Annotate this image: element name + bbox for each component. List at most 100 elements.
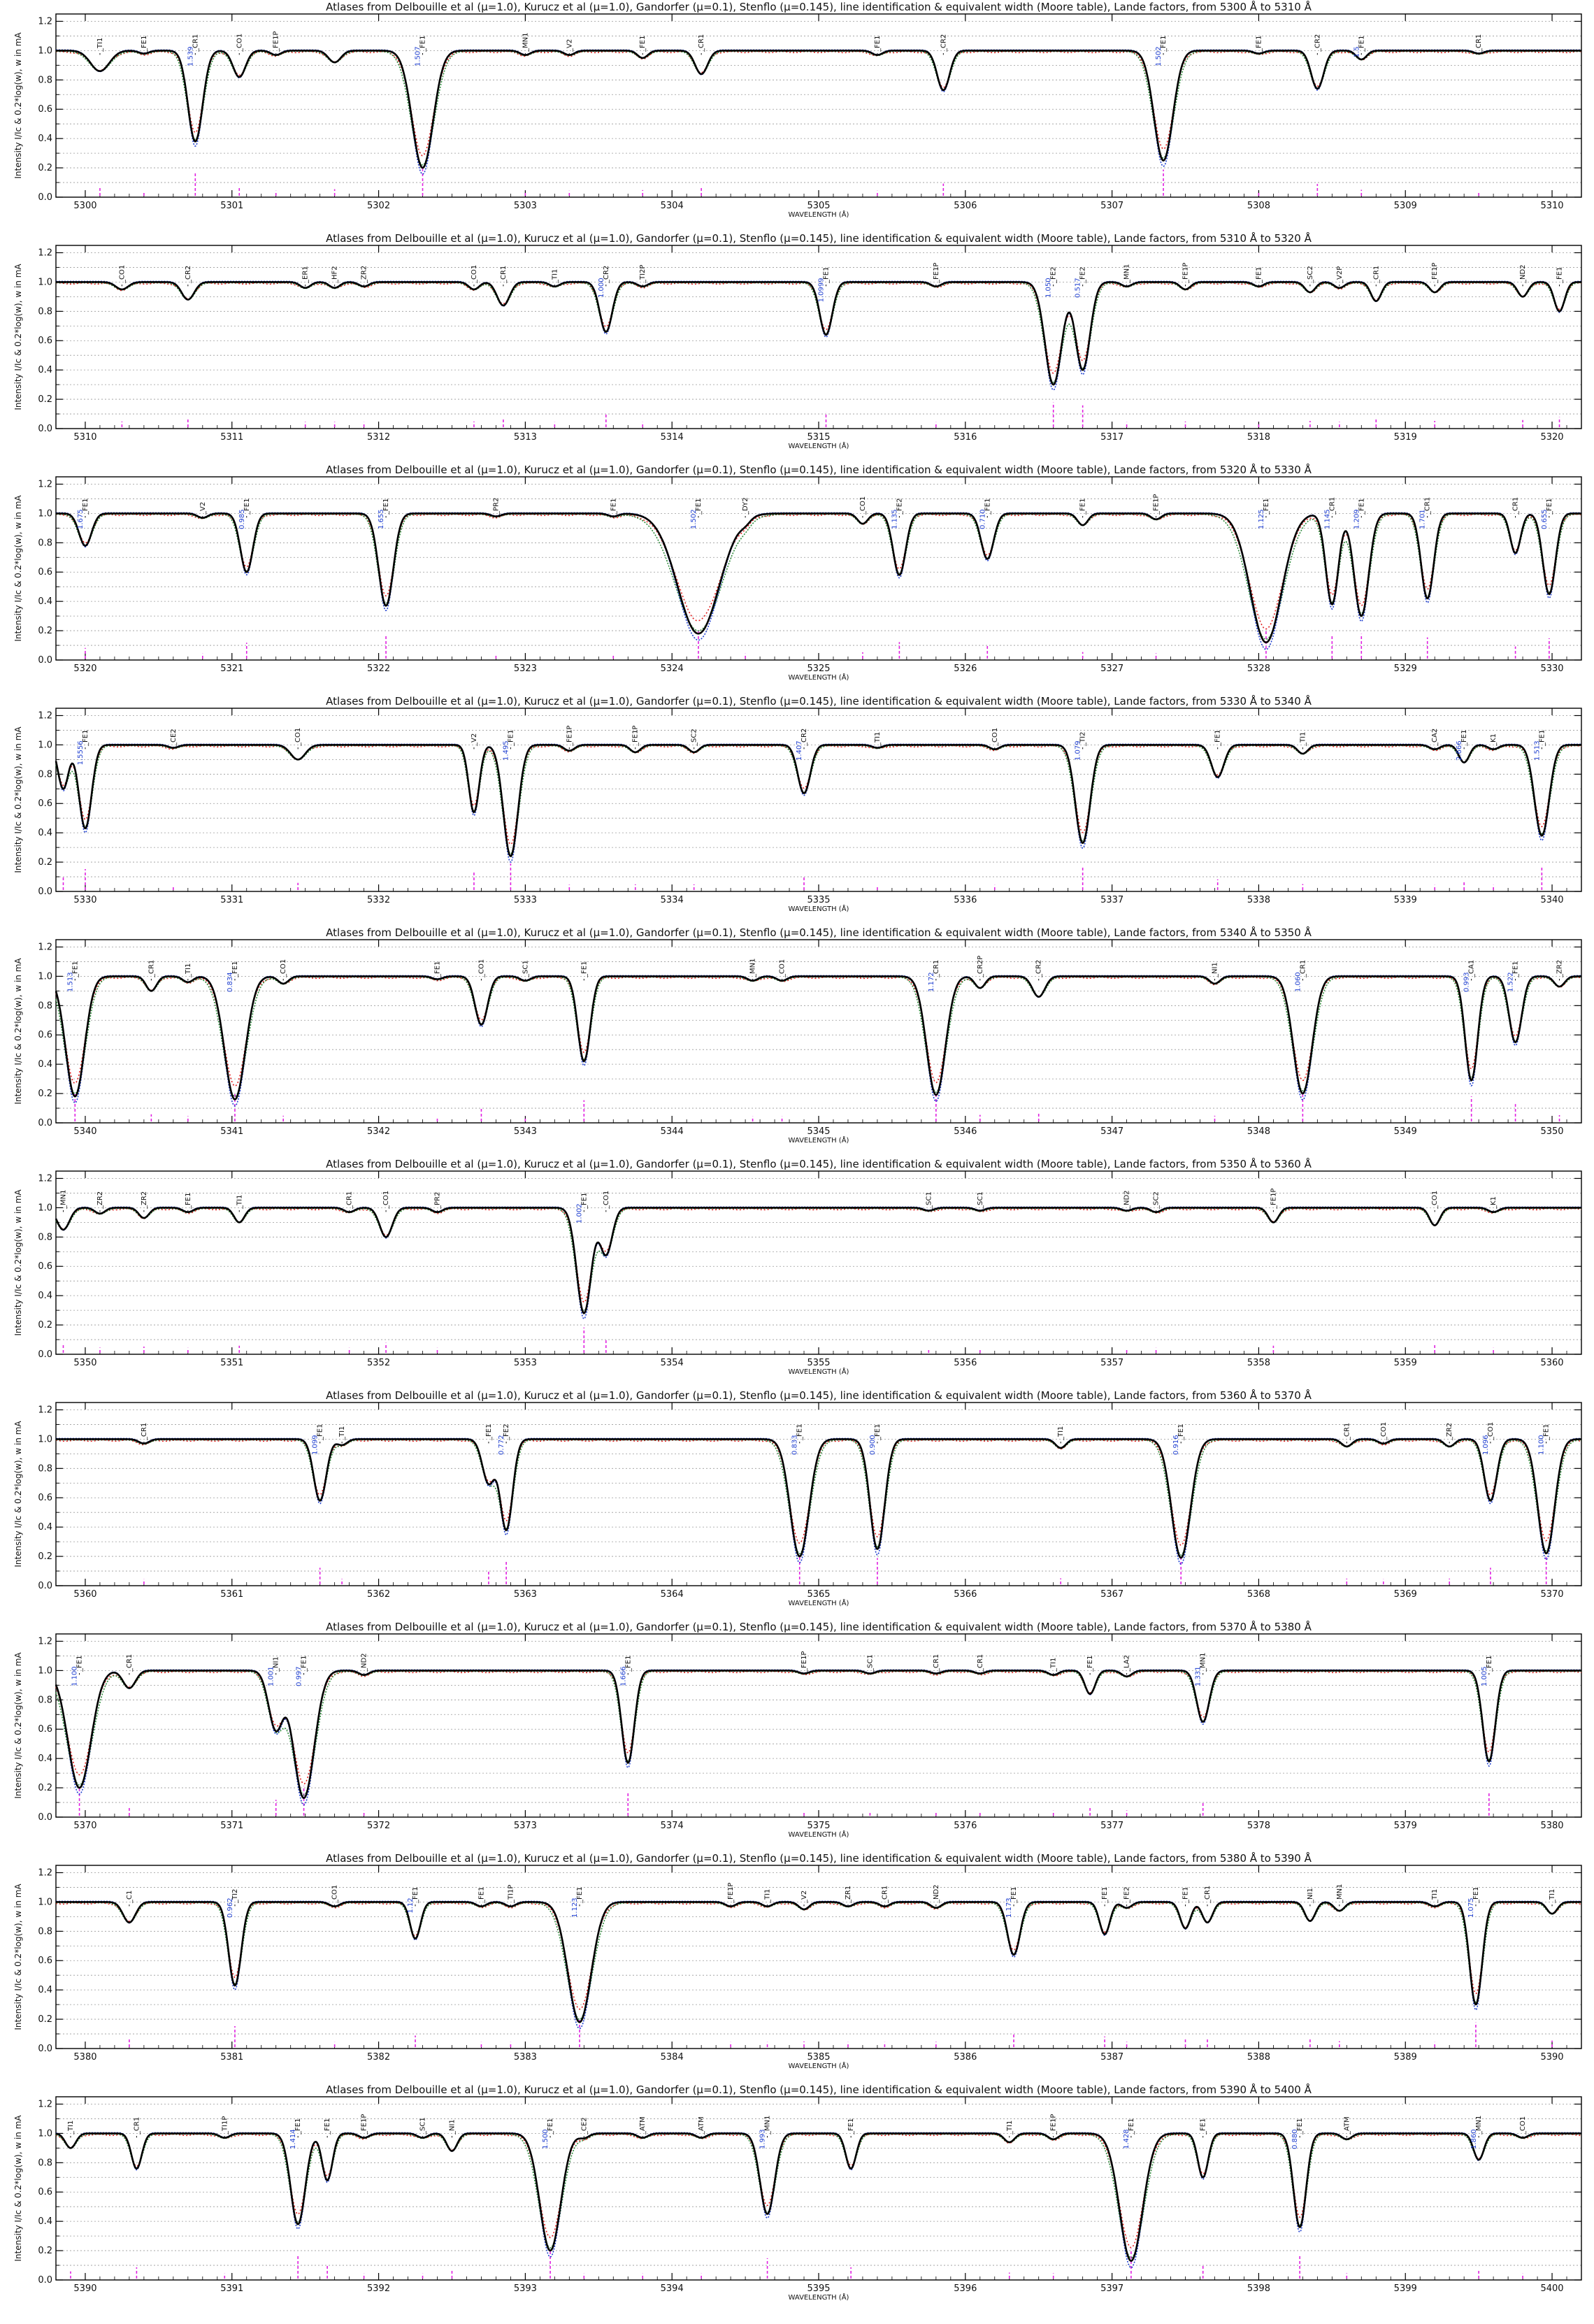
x-tick-label: 5374 (661, 1821, 684, 1831)
x-tick-label: 5380 (1540, 1821, 1563, 1831)
lande-factor-label: 1.414 (289, 2129, 297, 2149)
panel-title: Atlases from Delbouille et al (μ=1.0), K… (326, 694, 1312, 708)
x-tick-label: 5397 (1100, 2283, 1123, 2294)
panel-title: Atlases from Delbouille et al (μ=1.0), K… (326, 1157, 1312, 1170)
line-id-label: _FE1 (580, 961, 588, 978)
line-id-label: _MN1 (59, 1190, 67, 1210)
y-tick-label: 0.6 (38, 1261, 52, 1272)
series-gandorfer (55, 1670, 1581, 1796)
y-tick-label: 0.0 (38, 1581, 52, 1591)
lande-factor-label: 1.123 (571, 1898, 579, 1918)
x-tick-label: 5393 (514, 2283, 537, 2294)
series-gandorfer (56, 1902, 1581, 2021)
x-tick-label: 5304 (661, 201, 684, 211)
line-id-label: _CR1 (881, 1886, 889, 1904)
series-stenflo (55, 1207, 1582, 1303)
line-id-label: _FE1 (1214, 730, 1222, 747)
line-id-label: _FE1 (1079, 498, 1087, 515)
plot-frame (55, 245, 1582, 429)
y-tick-label: 0.2 (38, 1551, 52, 1562)
series-gandorfer (56, 1439, 1581, 1556)
x-tick-label: 5316 (954, 432, 977, 443)
x-tick-label: 5338 (1247, 895, 1270, 905)
y-tick-label: 0.4 (38, 596, 52, 607)
x-tick-label: 5363 (514, 1589, 537, 1600)
lande-factor-label: 1.005 (1481, 1666, 1488, 1686)
lande-factor-label: 1.125 (1258, 509, 1265, 529)
lande-factor-label: 1.002 (575, 1203, 583, 1224)
y-tick-label: 0.2 (38, 394, 52, 405)
series-kurucz (56, 1437, 1581, 1565)
x-tick-label: 5322 (367, 664, 390, 674)
line-id-label: _CR1 (933, 960, 940, 978)
line-id-label: _FE1 (547, 2118, 554, 2135)
series-stenflo (55, 745, 1582, 845)
x-tick-label: 5320 (1540, 432, 1563, 443)
lande-factor-label: 1.701 (1419, 509, 1427, 529)
line-id-label: _FE1 (1086, 1656, 1094, 1672)
x-tick-label: 5346 (954, 1126, 977, 1137)
line-id-label: _FE1 (243, 498, 251, 515)
line-id-label: _TI1 (1057, 1426, 1065, 1441)
line-id-label: _CR1 (1424, 497, 1432, 515)
line-id-label: _SC1 (522, 960, 529, 978)
lande-factor-label: 1.173 (1005, 1898, 1013, 1918)
x-tick-label: 5311 (220, 432, 243, 443)
line-id-label: _ZR2 (141, 1191, 148, 1210)
x-axis-label: WAVELENGTH (Å) (789, 673, 849, 682)
line-id-label: _CR2 (1314, 34, 1321, 52)
x-tick-label: 5334 (661, 895, 684, 905)
line-id-label: _CO1 (478, 959, 485, 978)
line-id-label: _ND2 (1123, 1190, 1131, 1210)
line-id-label: _TI1 (1006, 2121, 1014, 2135)
y-tick-label: 0.6 (38, 1493, 52, 1503)
line-id-label: _DY2 (742, 497, 749, 515)
y-tick-label: 1.2 (38, 1173, 52, 1184)
x-axis-label: WAVELENGTH (Å) (789, 1367, 849, 1376)
y-tick-label: 0.2 (38, 857, 52, 868)
x-tick-label: 5313 (514, 432, 537, 443)
y-tick-label: 1.2 (38, 16, 52, 27)
lande-factor-label: 0.834 (227, 972, 234, 992)
line-id-label: _V2 (800, 1891, 808, 1904)
line-id-label: _FE1P (727, 1883, 735, 1904)
x-tick-label: 5343 (514, 1126, 537, 1137)
lande-factor-label: 0.900 (869, 1435, 877, 1455)
plot-frame (55, 13, 1582, 198)
x-tick-label: 5355 (807, 1358, 830, 1368)
lande-factor-label: 1.407 (796, 740, 803, 761)
y-tick-label: 0.4 (38, 828, 52, 838)
y-tick-label: 1.0 (38, 508, 52, 519)
line-id-label: _TI1 (1549, 1889, 1556, 1904)
x-tick-label: 5317 (1100, 432, 1123, 443)
line-id-label: _LA2 (1123, 1655, 1131, 1672)
line-id-label: _ZR2 (96, 1191, 104, 1210)
line-id-label: _TI1 (874, 732, 882, 747)
y-tick-label: 0.2 (38, 2014, 52, 2025)
line-id-label: _CO1 (294, 728, 302, 747)
line-id-label: _TI1P (221, 2116, 229, 2135)
x-tick-label: 5333 (514, 895, 537, 905)
x-tick-label: 5319 (1394, 432, 1417, 443)
y-tick-label: 0.2 (38, 1783, 52, 1793)
x-tick-label: 5353 (514, 1358, 537, 1368)
line-id-label: _ATM (1343, 2116, 1351, 2135)
y-axis-label: Intensity I/Ic & 0.2*log(w), w in mA (13, 726, 23, 873)
line-id-label: _FE1 (1255, 36, 1263, 52)
line-id-label: _FE1P (1431, 263, 1439, 284)
series-gandorfer (56, 513, 1581, 640)
line-id-label: _FE1 (82, 498, 89, 515)
lande-factor-label: 0.710 (979, 509, 986, 529)
panel-2: Atlases from Delbouille et al (μ=1.0), K… (13, 463, 1582, 682)
line-id-label: _CR2 (800, 729, 808, 747)
line-id-label: _FE1 (874, 36, 882, 52)
x-tick-label: 5300 (73, 201, 96, 211)
x-tick-label: 5384 (661, 2052, 684, 2063)
lande-factor-label: 0.985 (238, 509, 246, 529)
x-tick-label: 5364 (661, 1589, 684, 1600)
x-tick-label: 5337 (1100, 895, 1123, 905)
line-id-label: _TI1 (1299, 732, 1307, 747)
x-tick-label: 5349 (1394, 1126, 1417, 1137)
x-tick-label: 5324 (661, 664, 684, 674)
x-tick-label: 5318 (1247, 432, 1270, 443)
